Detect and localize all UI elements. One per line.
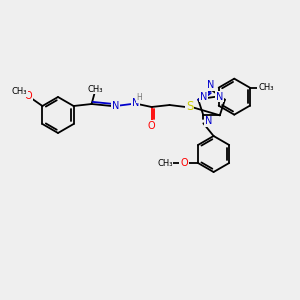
Text: CH₃: CH₃ bbox=[88, 85, 103, 94]
Text: CH₃: CH₃ bbox=[157, 158, 173, 167]
Text: N: N bbox=[216, 92, 224, 102]
Text: O: O bbox=[180, 158, 188, 168]
Text: N: N bbox=[112, 101, 119, 111]
Text: H: H bbox=[137, 94, 142, 103]
Text: N: N bbox=[207, 80, 214, 90]
Text: O: O bbox=[25, 91, 32, 101]
Text: S: S bbox=[186, 100, 193, 113]
Text: N: N bbox=[205, 116, 212, 126]
Text: N: N bbox=[200, 92, 207, 102]
Text: CH₃: CH₃ bbox=[12, 88, 27, 97]
Text: N: N bbox=[132, 98, 139, 108]
Text: CH₃: CH₃ bbox=[258, 83, 274, 92]
Text: O: O bbox=[148, 121, 155, 131]
